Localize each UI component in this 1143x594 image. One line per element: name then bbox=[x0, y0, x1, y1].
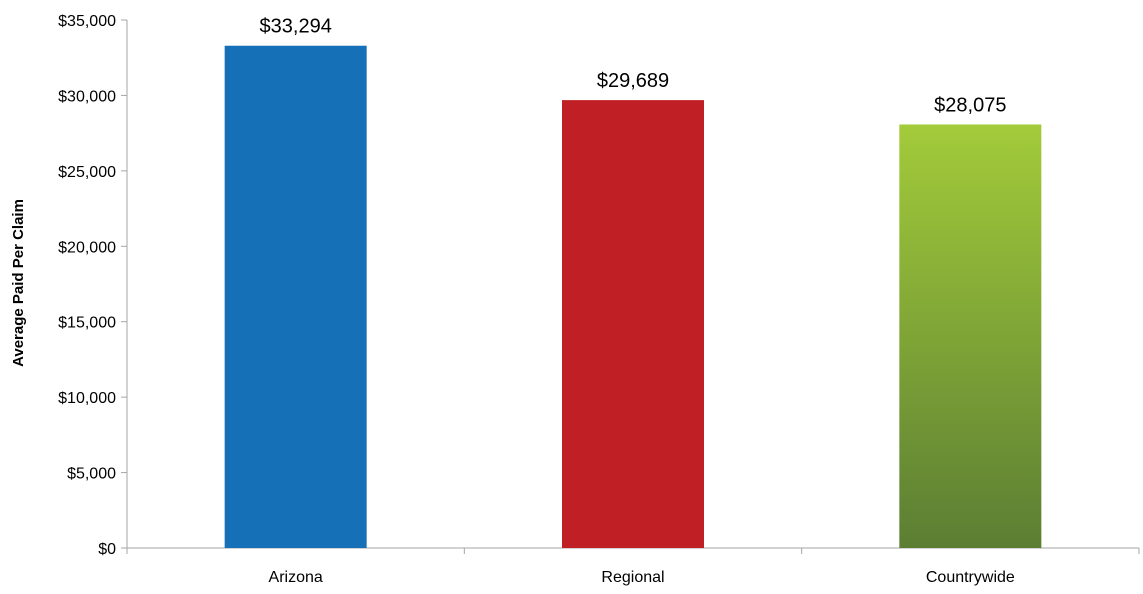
bar-regional bbox=[562, 100, 704, 548]
labels: $0 $5,000 $10,000 $15,000 $20,000 $25,000 $30,… bbox=[58, 13, 1015, 586]
y-tick-label: $15,000 bbox=[58, 315, 116, 332]
y-tick-label: $0 bbox=[98, 541, 116, 558]
data-label-arizona: $33,294 bbox=[260, 16, 332, 38]
x-category-label: Countrywide bbox=[926, 569, 1015, 586]
y-tick-label: $20,000 bbox=[58, 239, 116, 256]
x-category-label: Arizona bbox=[269, 569, 323, 586]
data-label-regional: $29,689 bbox=[597, 70, 669, 92]
y-tick-label: $10,000 bbox=[58, 390, 116, 407]
y-tick-label: $25,000 bbox=[58, 164, 116, 181]
y-tick-label: $5,000 bbox=[67, 466, 116, 483]
y-tick-label: $30,000 bbox=[58, 88, 116, 105]
x-category-label: Regional bbox=[601, 569, 664, 586]
bar-countrywide bbox=[899, 124, 1042, 549]
data-label-countrywide: $28,075 bbox=[934, 94, 1006, 116]
bar-arizona bbox=[224, 45, 367, 548]
bars bbox=[224, 45, 1042, 549]
y-axis-title: Average Paid Per Claim bbox=[10, 199, 27, 367]
y-tick-label: $35,000 bbox=[58, 13, 116, 30]
